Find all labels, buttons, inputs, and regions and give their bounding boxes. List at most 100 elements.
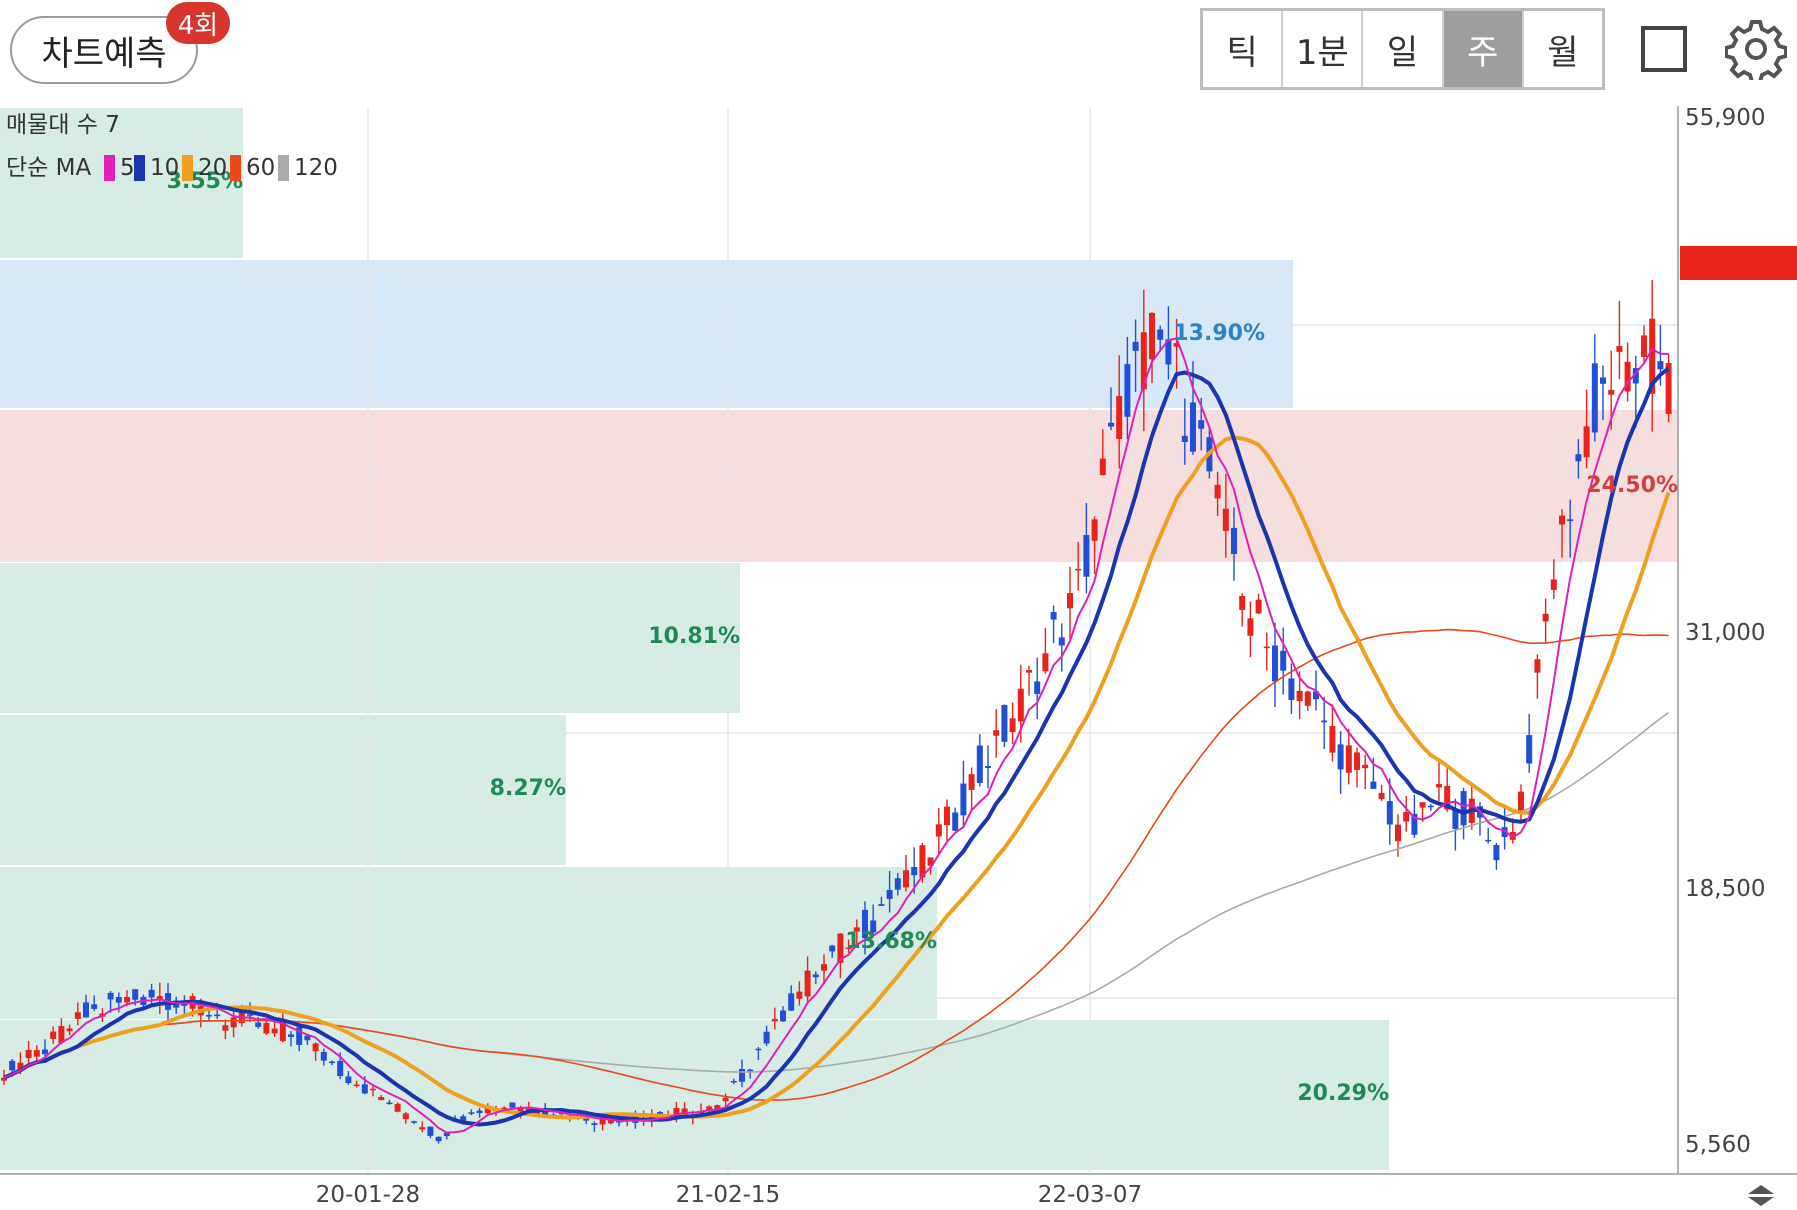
- candle-body: [1247, 618, 1254, 636]
- volume-profile-band: [0, 867, 937, 1019]
- square-icon[interactable]: [1641, 26, 1687, 72]
- candle-body: [534, 1112, 540, 1115]
- candle-body: [706, 1106, 713, 1111]
- candle-body: [755, 1048, 762, 1051]
- candle-body: [1149, 312, 1155, 360]
- candle-body: [1509, 832, 1516, 840]
- candle-body: [862, 909, 868, 939]
- candle-body: [279, 1022, 286, 1042]
- candle-body: [1395, 824, 1401, 842]
- candle-body: [919, 845, 926, 878]
- tab-1min[interactable]: 1분: [1283, 11, 1364, 87]
- volume-profile-percent: 13.68%: [845, 929, 937, 954]
- candle-body: [845, 947, 852, 950]
- candle-body: [525, 1106, 532, 1112]
- candle-body: [1444, 785, 1451, 810]
- ma-legend-swatch: [104, 155, 115, 181]
- ma-legend-value: 5: [120, 155, 135, 181]
- candle-body: [353, 1084, 360, 1087]
- candle-body: [1034, 681, 1041, 695]
- ma-legend-swatch: [182, 155, 193, 181]
- tab-week[interactable]: 주: [1443, 11, 1524, 87]
- price-chart[interactable]: 3.55% 13.90% 24.50% 10.81% 8.27% 13.68% 20.29%…: [0, 100, 1797, 1210]
- candle-body: [1288, 678, 1295, 700]
- candle-body: [337, 1060, 344, 1077]
- candle-body: [1337, 744, 1344, 770]
- candle-body: [411, 1121, 417, 1123]
- candle-body: [927, 857, 934, 866]
- candle-body: [722, 1097, 729, 1102]
- candle-body: [304, 1035, 311, 1041]
- candle-body: [796, 991, 803, 999]
- ma-legend-value: 10: [150, 155, 179, 181]
- candle-body: [1255, 599, 1262, 614]
- candle-body: [1190, 402, 1196, 452]
- candle-body: [985, 766, 991, 768]
- candle-body: [386, 1102, 393, 1105]
- gear-icon[interactable]: [1725, 18, 1787, 80]
- candle-body: [1321, 720, 1328, 723]
- candle-body: [9, 1060, 16, 1071]
- expand-arrows-icon[interactable]: [1748, 1185, 1774, 1206]
- candle-body: [829, 945, 836, 952]
- chart-canvas[interactable]: 3.55%13.90%24.50%10.81%8.27%13.68%20.29%…: [0, 100, 1797, 1210]
- candle-body: [1157, 329, 1164, 340]
- candle-body: [17, 1062, 24, 1071]
- candle-body: [804, 970, 811, 997]
- candle-body: [1493, 844, 1500, 861]
- ma-legend-value: 60: [246, 155, 275, 181]
- candle-body: [739, 1069, 745, 1082]
- candle-body: [583, 1117, 590, 1121]
- candle-body: [944, 806, 950, 826]
- candle-body: [1140, 332, 1147, 390]
- period-selector: 틱 1분 일 주 월: [1200, 8, 1605, 90]
- candle-body: [771, 1018, 778, 1022]
- candle-body: [1608, 389, 1615, 395]
- candle-body: [1026, 669, 1032, 673]
- candle-body: [370, 1088, 376, 1091]
- candle-body: [1526, 735, 1533, 764]
- candle-body: [419, 1127, 426, 1130]
- candle-body: [1370, 781, 1377, 789]
- candle-body: [1222, 508, 1229, 531]
- candle-body: [83, 1002, 89, 1018]
- candle-body: [230, 1017, 237, 1028]
- candle-body: [599, 1117, 606, 1125]
- candle-body: [1550, 579, 1557, 590]
- candle-body: [911, 867, 918, 876]
- candle-body: [460, 1116, 467, 1122]
- ma-legend-label: 단순 MA: [6, 155, 91, 181]
- candle-body: [1657, 361, 1664, 370]
- candle-body: [476, 1110, 483, 1113]
- tab-month[interactable]: 월: [1547, 32, 1579, 73]
- volume-profile-percent: 20.29%: [1297, 1081, 1389, 1106]
- y-axis-tick-label: 55,900: [1685, 105, 1765, 131]
- ma-legend-swatch: [230, 155, 241, 181]
- candle-body: [1173, 343, 1180, 347]
- tab-day[interactable]: 일: [1363, 11, 1444, 87]
- candle-body: [66, 1028, 73, 1032]
- candle-body: [870, 920, 877, 933]
- candle-body: [821, 964, 827, 971]
- candle-body: [1649, 318, 1656, 394]
- candle-body: [763, 1031, 770, 1044]
- candle-body: [747, 1069, 754, 1072]
- candle-body: [1591, 363, 1598, 433]
- candle-body: [1132, 341, 1139, 351]
- candle-body: [1001, 704, 1008, 742]
- candle-body: [1280, 650, 1287, 671]
- candle-body: [1198, 420, 1205, 429]
- tab-tick[interactable]: 틱: [1203, 11, 1284, 87]
- candle-body: [976, 745, 983, 783]
- candle-body: [1050, 612, 1057, 620]
- candle-body: [1452, 809, 1459, 829]
- candle-body: [935, 824, 942, 837]
- candle-body: [878, 904, 885, 906]
- candle-body: [1542, 613, 1549, 622]
- candle-body: [1600, 377, 1606, 384]
- candle-body: [1329, 726, 1336, 753]
- candle-body: [124, 996, 130, 1003]
- candle-body: [1583, 426, 1590, 458]
- candle-body: [788, 993, 795, 1011]
- candle-body: [509, 1102, 516, 1108]
